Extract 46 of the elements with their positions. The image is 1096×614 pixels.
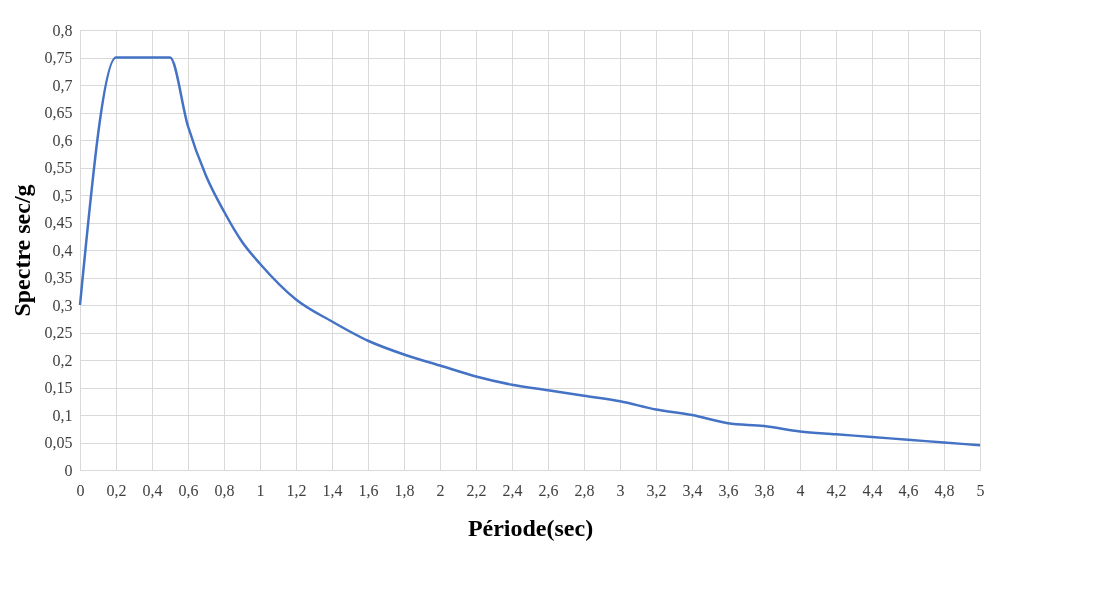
x-tick-label: 3	[616, 481, 625, 499]
x-tick-label: 2	[436, 481, 445, 499]
y-tick-label: 0,4	[52, 241, 73, 259]
x-tick-label: 3,8	[754, 481, 775, 499]
x-tick-label: 1,2	[286, 481, 307, 499]
x-tick-label: 2,6	[538, 481, 559, 499]
y-tick-label: 0	[64, 461, 73, 479]
x-tick-label: 0,2	[106, 481, 127, 499]
y-tick-label: 0,5	[52, 186, 73, 204]
y-tick-label: 0,7	[52, 76, 73, 94]
y-tick-label: 0,25	[44, 324, 73, 341]
y-tick-label: 0,15	[44, 379, 73, 396]
y-tick-label: 0,65	[44, 104, 73, 121]
x-tick-label: 1,4	[322, 481, 343, 499]
y-tick-label: 0,45	[44, 214, 73, 231]
x-tick-label: 3,6	[718, 481, 739, 499]
x-tick-label: 2,8	[574, 481, 595, 499]
x-tick-label: 0,8	[214, 481, 235, 499]
x-tick-label: 3,2	[646, 481, 667, 499]
y-tick-label: 0,05	[44, 434, 73, 451]
x-tick-label: 2,4	[502, 481, 523, 499]
x-tick-label: 1,8	[394, 481, 415, 499]
x-tick-label: 0	[76, 481, 85, 499]
x-tick-label: 4,8	[934, 481, 955, 499]
x-tick-label: 1	[256, 481, 265, 499]
y-tick-label: 0,6	[52, 131, 73, 149]
y-tick-label: 0,2	[52, 351, 73, 369]
x-tick-label: 4,6	[898, 481, 919, 499]
x-tick-label: 5	[976, 481, 985, 499]
x-axis-title: Période(sec)	[467, 514, 594, 541]
y-tick-label: 0,3	[52, 296, 73, 314]
x-tick-label: 4	[796, 481, 805, 499]
x-tick-label: 2,2	[466, 481, 487, 499]
line-series	[78, 56, 982, 447]
x-tick-label: 4,4	[862, 481, 883, 499]
x-tick-label: 1,6	[358, 481, 379, 499]
y-axis-title: Spectre sec/g	[8, 184, 35, 317]
x-tick-label: 3,4	[682, 481, 703, 499]
y-tick-label: 0,8	[52, 21, 73, 39]
y-tick-label: 0,1	[52, 406, 73, 424]
x-tick-label: 4,2	[826, 481, 847, 499]
y-tick-label: 0,55	[44, 159, 73, 176]
x-tick-label: 0,6	[178, 481, 199, 499]
y-tick-label: 0,35	[44, 269, 73, 286]
y-tick-label: 0,75	[44, 49, 73, 66]
x-tick-label: 0,4	[142, 481, 163, 499]
